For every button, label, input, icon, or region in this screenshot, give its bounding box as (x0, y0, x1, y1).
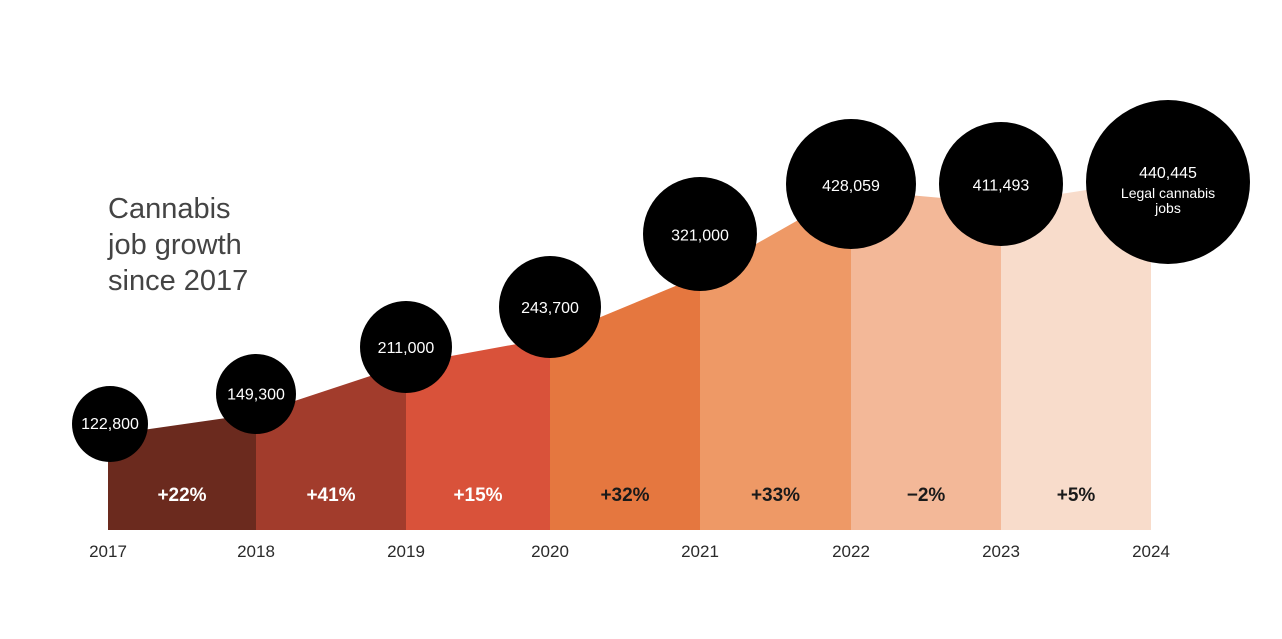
value-label: 122,800 (81, 416, 139, 433)
growth-labels: +22% +41% +15% +32% +33% −2% +5% (157, 485, 1095, 506)
area-segment-2019-2020 (406, 337, 550, 530)
title-line-1: Cannabis (108, 193, 231, 225)
value-bubble (939, 122, 1063, 246)
year-label: 2018 (237, 542, 275, 561)
value-bubble (360, 301, 452, 393)
year-labels: 2017 2018 2019 2020 2021 2022 2023 2024 (89, 542, 1170, 561)
year-label: 2020 (531, 542, 569, 561)
area-segment-2022-2023 (851, 189, 1001, 530)
value-label: 440,445 (1139, 165, 1197, 182)
value-bubble (216, 354, 296, 434)
growth-label: +22% (157, 485, 206, 506)
growth-label: +32% (600, 485, 649, 506)
final-caption-line: jobs (1154, 200, 1181, 216)
value-label: 149,300 (227, 386, 285, 403)
growth-label: +15% (453, 485, 502, 506)
value-bubble (1086, 100, 1250, 264)
title-line-3: since 2017 (108, 265, 248, 297)
value-bubble (72, 386, 148, 462)
growth-label: +33% (751, 485, 800, 506)
final-caption-line: Legal cannabis (1121, 185, 1215, 201)
value-label: 428,059 (822, 178, 880, 195)
growth-label: +41% (306, 485, 355, 506)
value-bubble (499, 256, 601, 358)
value-label: 211,000 (378, 340, 435, 357)
value-bubbles: 122,800 149,300 211,000 243,700 321,000 428,0… (72, 100, 1250, 462)
growth-label: −2% (907, 485, 946, 506)
value-label: 321,000 (671, 227, 729, 244)
year-label: 2024 (1132, 542, 1170, 561)
year-label: 2017 (89, 542, 127, 561)
value-label: 411,493 (973, 177, 1030, 194)
value-label: 243,700 (521, 300, 579, 317)
value-bubble (786, 119, 916, 249)
growth-label: +5% (1057, 485, 1096, 506)
area-segment-2017-2018 (108, 413, 256, 530)
chart-title: Cannabis job growth since 2017 (107, 193, 248, 297)
year-label: 2022 (832, 542, 870, 561)
year-label: 2021 (681, 542, 719, 561)
title-line-2: job growth (107, 229, 242, 261)
year-label: 2023 (982, 542, 1020, 561)
value-bubble (643, 177, 757, 291)
year-label: 2019 (387, 542, 425, 561)
area-segment-2023-2024 (1001, 180, 1151, 530)
